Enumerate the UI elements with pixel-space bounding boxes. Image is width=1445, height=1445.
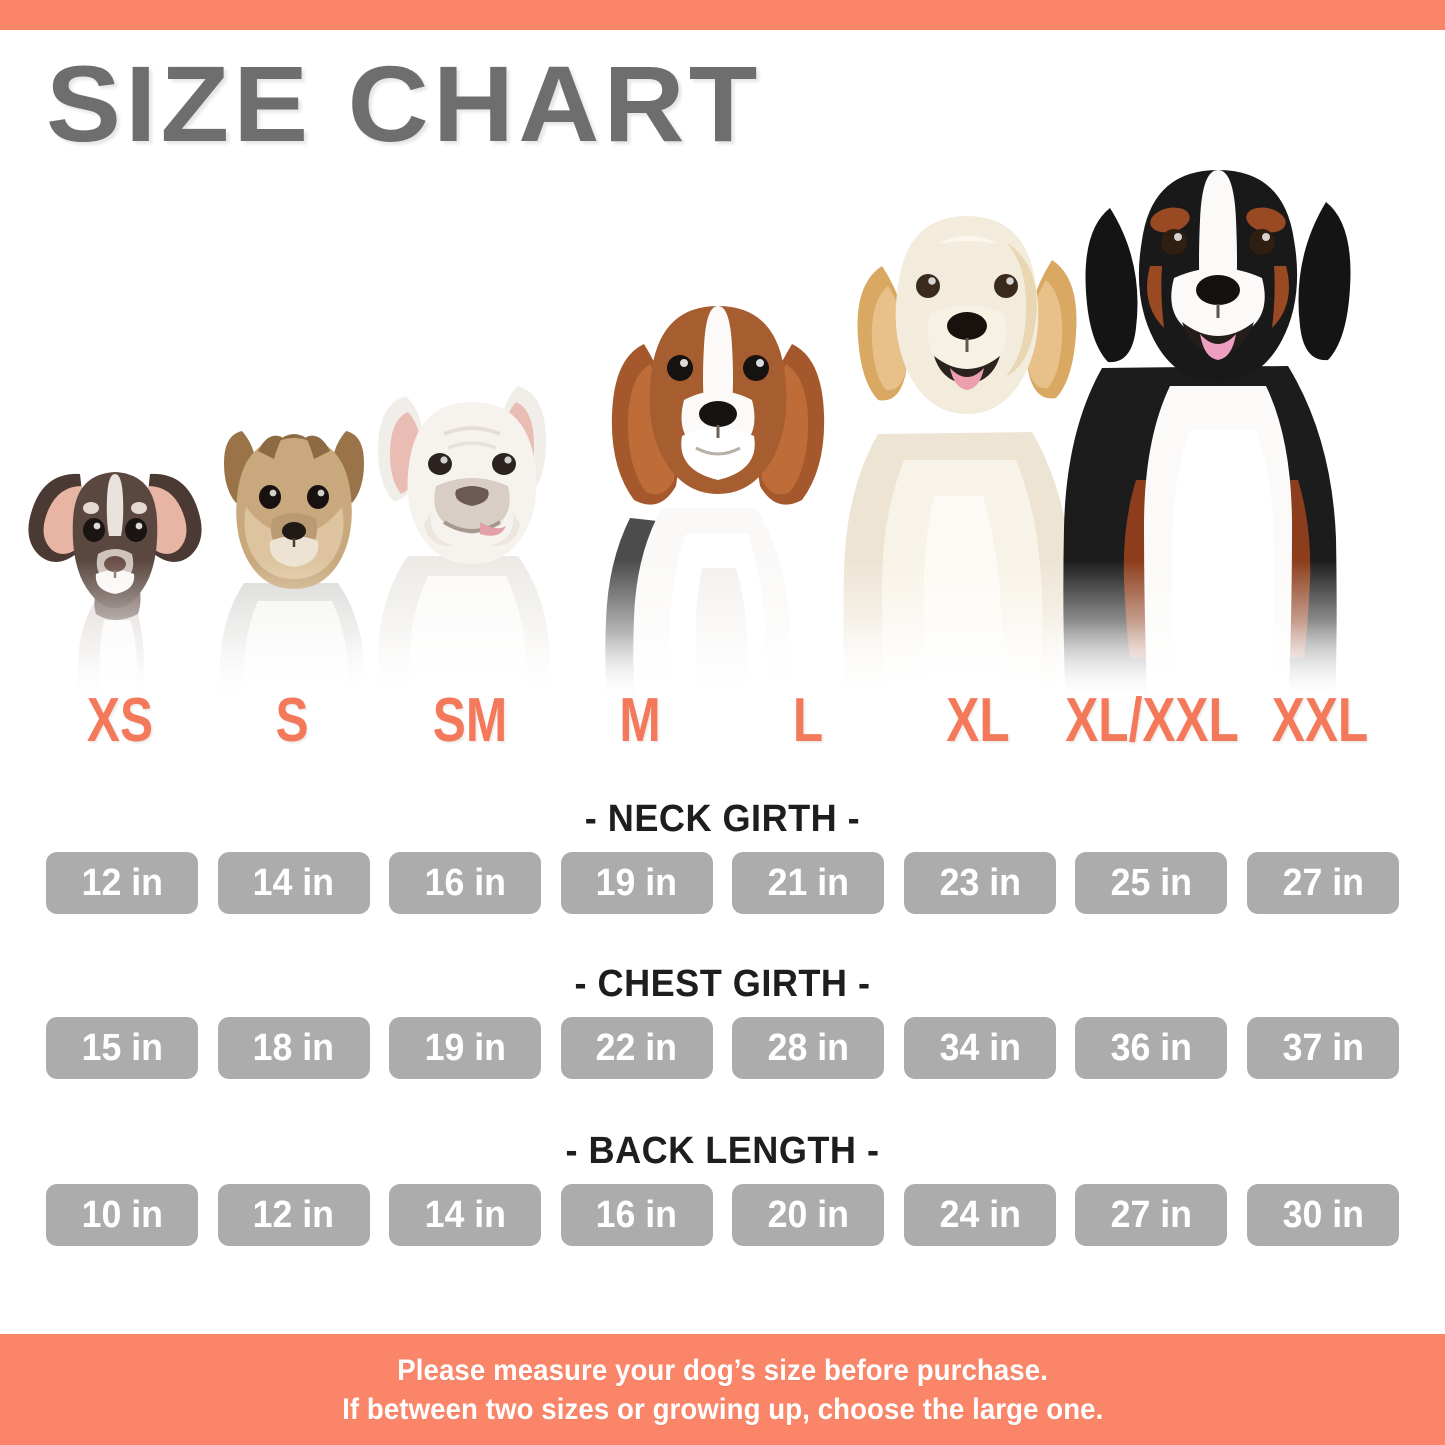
dog-beagle-m-l: [586, 278, 851, 710]
measurement-section-back-length: - BACK LENGTH - 10 in 12 in 14 in 16 in …: [0, 1132, 1445, 1246]
measurement-value: 21 in: [767, 862, 849, 904]
measurement-pill: 19 in: [560, 852, 713, 914]
measurement-pill: 36 in: [1075, 1017, 1228, 1079]
size-label-xxl: XXL: [1271, 686, 1369, 755]
measurement-row-chest-girth: 15 in 18 in 19 in 22 in 28 in 34 in 36 i…: [0, 1017, 1445, 1079]
size-label-l: L: [792, 686, 824, 755]
measurement-pill: 16 in: [389, 852, 542, 914]
footer-note-line-2: If between two sizes or growing up, choo…: [341, 1392, 1104, 1426]
dog-size-illustrations: [0, 140, 1445, 710]
measurement-value: 20 in: [767, 1194, 849, 1236]
measurement-pill: 24 in: [903, 1184, 1056, 1246]
measurement-pill: 28 in: [732, 1017, 885, 1079]
measurement-pill: 22 in: [560, 1017, 713, 1079]
measurement-section-chest-girth: - CHEST GIRTH - 15 in 18 in 19 in 22 in …: [0, 965, 1445, 1079]
measurement-pill: 14 in: [217, 852, 370, 914]
measurement-pill: 16 in: [560, 1184, 713, 1246]
measurement-pill: 12 in: [46, 852, 198, 914]
measurement-value: 16 in: [595, 1194, 678, 1236]
measurement-value: 12 in: [81, 862, 163, 904]
top-accent-bar: [0, 0, 1445, 30]
measurement-pill: 18 in: [217, 1017, 370, 1079]
measurement-row-neck-girth: 12 in 14 in 16 in 19 in 21 in 23 in 25 i…: [0, 852, 1445, 914]
size-label-s: S: [275, 686, 309, 755]
footer-note-bar: Please measure your dog’s size before pu…: [0, 1334, 1445, 1445]
size-label-xs: XS: [86, 686, 154, 755]
measurement-pill: 23 in: [903, 852, 1056, 914]
dog-french-bulldog-sm: [352, 360, 597, 710]
measurement-value: 12 in: [252, 1194, 335, 1236]
dog-bernese-mountain-dog-xxl: [1058, 150, 1378, 710]
measurement-pill: 30 in: [1246, 1184, 1399, 1246]
measurement-value: 25 in: [1110, 862, 1193, 904]
measurement-value: 27 in: [1110, 1194, 1193, 1236]
measurement-pill: 27 in: [1075, 1184, 1228, 1246]
measurement-value: 23 in: [939, 862, 1021, 904]
measurement-pill: 12 in: [217, 1184, 370, 1246]
size-label-sm: SM: [432, 686, 508, 755]
measurement-heading-neck-girth: - NECK GIRTH -: [584, 798, 861, 840]
measurement-pill: 20 in: [732, 1184, 885, 1246]
page-title: SIZE CHART: [46, 43, 762, 164]
measurement-pill: 21 in: [732, 852, 885, 914]
measurement-value: 24 in: [939, 1194, 1021, 1236]
measurement-pill: 27 in: [1246, 852, 1399, 914]
measurement-pill: 19 in: [389, 1017, 542, 1079]
measurement-value: 14 in: [252, 862, 335, 904]
measurement-value: 19 in: [595, 862, 678, 904]
measurement-value: 22 in: [595, 1027, 678, 1069]
measurement-value: 15 in: [81, 1027, 163, 1069]
size-label-m: M: [619, 686, 661, 755]
size-label-row: XS S SM M L XL XL/XXL XXL: [0, 690, 1445, 760]
measurement-value: 27 in: [1282, 862, 1364, 904]
measurement-value: 37 in: [1282, 1027, 1364, 1069]
measurement-heading-back-length: - BACK LENGTH -: [565, 1130, 880, 1172]
measurement-value: 10 in: [81, 1194, 163, 1236]
measurement-pill: 10 in: [46, 1184, 198, 1246]
measurement-heading-chest-girth: - CHEST GIRTH -: [574, 963, 871, 1005]
size-label-xl-xxl: XL/XXL: [1065, 686, 1239, 755]
footer-note-line-1: Please measure your dog’s size before pu…: [397, 1353, 1048, 1387]
measurement-pill: 34 in: [903, 1017, 1056, 1079]
measurement-value: 30 in: [1282, 1194, 1364, 1236]
measurement-row-back-length: 10 in 12 in 14 in 16 in 20 in 24 in 27 i…: [0, 1184, 1445, 1246]
measurement-value: 16 in: [424, 862, 506, 904]
measurement-value: 28 in: [767, 1027, 849, 1069]
measurement-pill: 37 in: [1246, 1017, 1399, 1079]
measurement-value: 18 in: [252, 1027, 335, 1069]
size-label-xl: XL: [946, 686, 1010, 755]
measurement-pill: 25 in: [1075, 852, 1228, 914]
measurement-value: 14 in: [424, 1194, 506, 1236]
measurement-pill: 14 in: [389, 1184, 542, 1246]
measurement-value: 36 in: [1110, 1027, 1193, 1069]
measurement-section-neck-girth: - NECK GIRTH - 12 in 14 in 16 in 19 in 2…: [0, 800, 1445, 914]
measurement-pill: 15 in: [46, 1017, 198, 1079]
measurement-value: 19 in: [424, 1027, 506, 1069]
measurement-value: 34 in: [939, 1027, 1021, 1069]
